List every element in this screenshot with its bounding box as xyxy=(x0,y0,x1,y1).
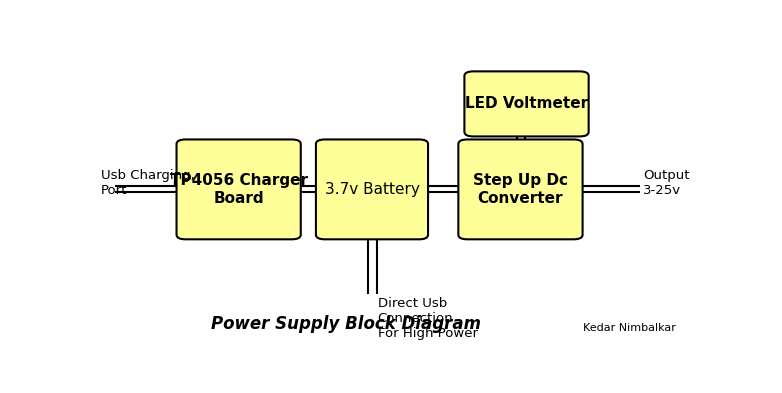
Text: 3.7v Battery: 3.7v Battery xyxy=(325,182,419,197)
FancyBboxPatch shape xyxy=(316,140,428,239)
Text: Power Supply Block Diagram: Power Supply Block Diagram xyxy=(211,315,481,333)
Text: LED Voltmeter: LED Voltmeter xyxy=(465,96,588,111)
Text: Output
3-25v: Output 3-25v xyxy=(644,169,690,197)
FancyBboxPatch shape xyxy=(177,140,301,239)
Text: Direct Usb
Connection
For High Power: Direct Usb Connection For High Power xyxy=(378,297,478,340)
FancyBboxPatch shape xyxy=(465,72,589,136)
FancyBboxPatch shape xyxy=(458,140,583,239)
Text: Kedar Nimbalkar: Kedar Nimbalkar xyxy=(583,323,676,333)
Text: TP4056 Charger
Board: TP4056 Charger Board xyxy=(170,173,307,206)
Text: Step Up Dc
Converter: Step Up Dc Converter xyxy=(473,173,568,206)
Text: Usb Charging,
Port: Usb Charging, Port xyxy=(101,169,195,197)
